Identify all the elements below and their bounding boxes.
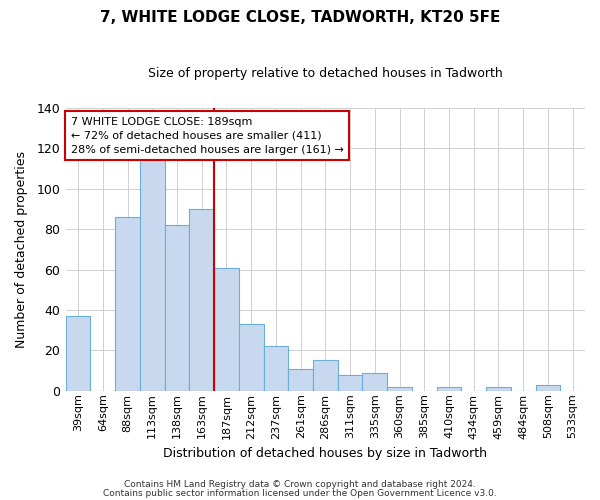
Bar	[190, 209, 214, 391]
Text: 7 WHITE LODGE CLOSE: 189sqm
← 72% of detached houses are smaller (411)
28% of se: 7 WHITE LODGE CLOSE: 189sqm ← 72% of det…	[71, 116, 344, 154]
Bar	[387, 386, 412, 391]
Bar	[486, 386, 511, 391]
Bar	[313, 360, 338, 391]
Text: Contains public sector information licensed under the Open Government Licence v3: Contains public sector information licen…	[103, 489, 497, 498]
Bar	[239, 324, 263, 391]
Bar	[214, 268, 239, 391]
Text: Contains HM Land Registry data © Crown copyright and database right 2024.: Contains HM Land Registry data © Crown c…	[124, 480, 476, 489]
Title: Size of property relative to detached houses in Tadworth: Size of property relative to detached ho…	[148, 68, 503, 80]
Bar	[115, 217, 140, 391]
Y-axis label: Number of detached properties: Number of detached properties	[15, 151, 28, 348]
Bar	[66, 316, 91, 391]
Bar	[362, 372, 387, 391]
Bar	[164, 225, 190, 391]
Bar	[263, 346, 288, 391]
Bar	[338, 374, 362, 391]
Bar	[140, 152, 164, 391]
Bar	[437, 386, 461, 391]
Text: 7, WHITE LODGE CLOSE, TADWORTH, KT20 5FE: 7, WHITE LODGE CLOSE, TADWORTH, KT20 5FE	[100, 10, 500, 25]
Bar	[536, 384, 560, 391]
X-axis label: Distribution of detached houses by size in Tadworth: Distribution of detached houses by size …	[163, 447, 487, 460]
Bar	[288, 368, 313, 391]
